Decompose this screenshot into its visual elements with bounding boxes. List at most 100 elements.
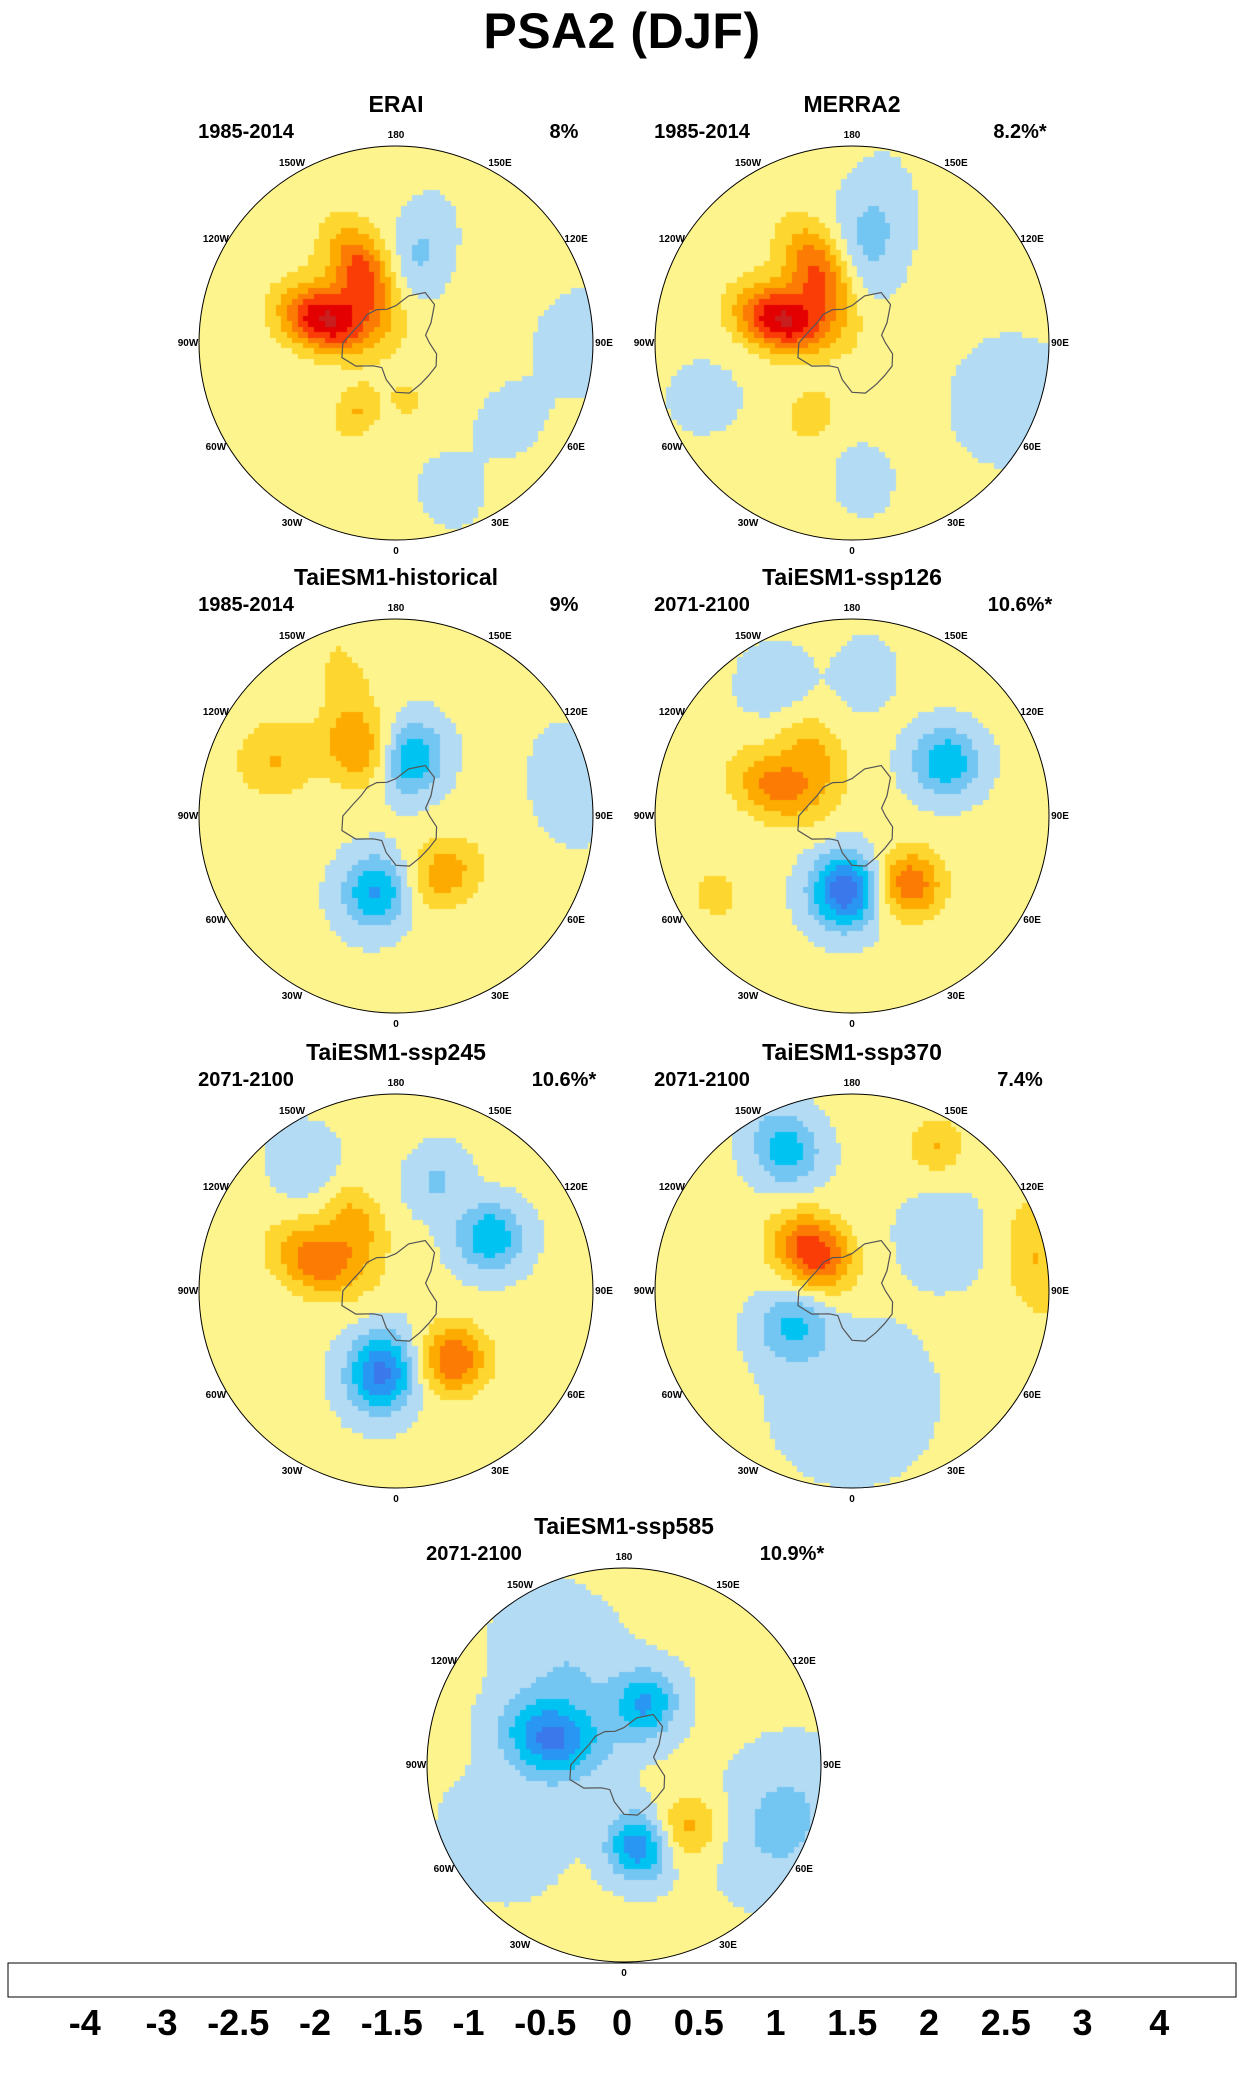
map-panel-5: 0 30E 60E 90E 120E 150E 180 150W 120W 90W 60W 30W Ta… — [634, 1039, 1070, 1505]
longitude-label: 150E — [944, 1106, 968, 1117]
longitude-label: 30W — [510, 1940, 531, 1951]
longitude-label: 60E — [567, 442, 585, 453]
colorbar: -4 -3 -2.5 -2 -1.5 -1 -0.5 0 0.5 1 1.5 2 2.5 3 4 — [7, 1962, 1237, 2043]
map-boundary — [654, 145, 1050, 541]
longitude-label: 90E — [1051, 1286, 1069, 1297]
longitude-label: 90W — [634, 811, 655, 822]
longitude-label: 150E — [488, 158, 512, 169]
longitude-label: 180 — [388, 1078, 405, 1089]
map-boundary — [198, 618, 594, 1014]
map-panel-1: 0 30E 60E 90E 120E 150E 180 150W 120W 90W 60W 30W ME… — [634, 91, 1070, 557]
longitude-label: 120E — [564, 234, 588, 245]
longitude-label: 180 — [844, 1078, 861, 1089]
colorbar-tick-label: 0 — [612, 2002, 632, 2043]
colorbar-tick-label: 2.5 — [981, 2002, 1031, 2043]
panel-period: 2071-2100 — [654, 1069, 750, 1091]
longitude-label: 0 — [621, 1968, 627, 1979]
panel-variance: 10.6%* — [532, 1069, 597, 1091]
longitude-label: 30W — [738, 1466, 759, 1477]
longitude-label: 180 — [388, 603, 405, 614]
longitude-label: 120W — [659, 707, 686, 718]
panel-title: TaiESM1-ssp245 — [306, 1039, 486, 1065]
coastline-antarctica — [797, 291, 894, 394]
panel-variance: 10.6%* — [988, 594, 1053, 616]
longitude-label: 150E — [716, 1580, 740, 1591]
panel-title: ERAI — [369, 91, 424, 117]
map-panel-0: 0 30E 60E 90E 120E 150E 180 150W 120W 90W 60W 30W ER… — [178, 91, 614, 557]
panel-period: 1985-2014 — [198, 594, 295, 616]
longitude-label: 180 — [844, 130, 861, 141]
panel-title: TaiESM1-ssp126 — [762, 564, 942, 590]
filled-contour-field — [199, 619, 593, 1013]
filled-contour-field — [199, 146, 593, 540]
longitude-label: 30E — [719, 1940, 737, 1951]
longitude-label: 30E — [491, 1466, 509, 1477]
panel-variance: 8% — [550, 121, 579, 143]
filled-contour-field — [427, 1568, 821, 1962]
panel-period: 1985-2014 — [654, 121, 751, 143]
coastline-antarctica — [569, 1713, 666, 1816]
longitude-label: 150E — [488, 1106, 512, 1117]
panel-variance: 8.2%* — [993, 121, 1047, 143]
colorbar-border — [7, 1962, 1237, 1998]
longitude-label: 90E — [823, 1760, 841, 1771]
longitude-label: 30W — [738, 991, 759, 1002]
colorbar-tick-label: -3 — [145, 2002, 177, 2043]
map-panel-2: 0 30E 60E 90E 120E 150E 180 150W 120W 90W 60W 30W Ta… — [178, 564, 614, 1030]
longitude-label: 90W — [634, 338, 655, 349]
longitude-label: 30E — [947, 1466, 965, 1477]
coastline-antarctica — [797, 1239, 894, 1342]
colorbar-tick-label: 4 — [1149, 2002, 1169, 2043]
longitude-label: 180 — [844, 603, 861, 614]
longitude-label: 0 — [849, 1019, 855, 1030]
longitude-label: 150W — [279, 631, 306, 642]
filled-contour-field — [655, 1094, 1049, 1488]
longitude-label: 150W — [279, 158, 306, 169]
coastline-antarctica — [797, 764, 894, 867]
longitude-label: 60W — [662, 442, 683, 453]
panel-variance: 7.4% — [997, 1069, 1043, 1091]
colorbar-tick-label: 1 — [765, 2002, 785, 2043]
longitude-label: 60E — [795, 1864, 813, 1875]
longitude-label: 30W — [282, 1466, 303, 1477]
longitude-label: 90E — [595, 338, 613, 349]
longitude-label: 120W — [431, 1656, 458, 1667]
longitude-label: 60E — [567, 1390, 585, 1401]
longitude-label: 0 — [393, 1019, 399, 1030]
map-panel-4: 0 30E 60E 90E 120E 150E 180 150W 120W 90W 60W 30W Ta… — [178, 1039, 614, 1505]
longitude-label: 120E — [792, 1656, 816, 1667]
panel-variance: 9% — [550, 594, 579, 616]
longitude-label: 60W — [434, 1864, 455, 1875]
panel-title: TaiESM1-ssp585 — [534, 1513, 714, 1539]
filled-contour-field — [199, 1094, 593, 1488]
coastline-antarctica — [341, 1239, 438, 1342]
longitude-label: 120E — [1020, 1182, 1044, 1193]
panel-title: TaiESM1-ssp370 — [762, 1039, 942, 1065]
longitude-label: 30W — [282, 518, 303, 529]
colorbar-tick-label: 3 — [1072, 2002, 1092, 2043]
longitude-label: 30E — [947, 518, 965, 529]
map-boundary — [654, 618, 1050, 1014]
longitude-label: 30W — [738, 518, 759, 529]
longitude-label: 120W — [203, 1182, 230, 1193]
longitude-label: 150E — [488, 631, 512, 642]
filled-contour-field — [655, 146, 1049, 540]
longitude-label: 0 — [393, 1494, 399, 1505]
figure-title: PSA2 (DJF) — [483, 3, 761, 59]
longitude-label: 150E — [944, 158, 968, 169]
longitude-label: 60W — [206, 1390, 227, 1401]
longitude-label: 90E — [1051, 811, 1069, 822]
colorbar-tick-label: -1.5 — [361, 2002, 423, 2043]
longitude-label: 150W — [735, 158, 762, 169]
longitude-label: 120E — [564, 1182, 588, 1193]
longitude-label: 90E — [595, 811, 613, 822]
longitude-label: 60W — [206, 915, 227, 926]
longitude-label: 60E — [567, 915, 585, 926]
longitude-label: 60W — [206, 442, 227, 453]
colorbar-tick-label: -4 — [69, 2002, 101, 2043]
longitude-label: 120W — [203, 234, 230, 245]
longitude-label: 30E — [491, 991, 509, 1002]
longitude-label: 30W — [282, 991, 303, 1002]
map-boundary — [426, 1567, 822, 1963]
longitude-label: 90E — [1051, 338, 1069, 349]
